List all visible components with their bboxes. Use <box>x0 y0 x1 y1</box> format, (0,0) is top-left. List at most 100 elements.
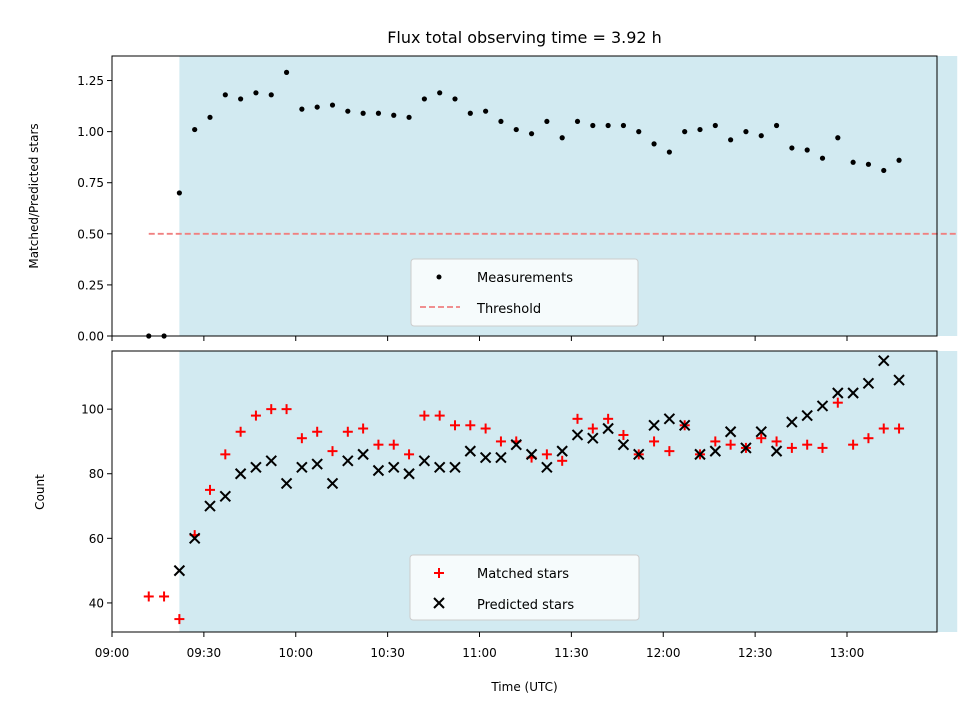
matched-star-point <box>404 449 415 460</box>
measurement-point <box>819 155 826 161</box>
measurement-point <box>773 122 780 129</box>
predicted-star-point <box>449 461 461 473</box>
matched-star-point <box>327 446 338 457</box>
predicted-star-point <box>724 426 737 438</box>
legend-predicted-marker <box>433 597 445 609</box>
predicted-star-point <box>388 461 400 473</box>
predicted-star-point <box>786 416 798 428</box>
matched-star-point <box>480 423 491 434</box>
predicted-star-point <box>311 458 323 470</box>
y-tick-label: 0.00 <box>77 330 104 344</box>
predicted-star-point <box>464 445 477 457</box>
matched-star-point <box>465 420 476 431</box>
predicted-star-point <box>633 448 645 461</box>
predicted-star-point <box>433 461 446 473</box>
bottom-y-axis-label: Count <box>33 474 47 510</box>
predicted-star-point <box>280 477 293 490</box>
predicted-star-point <box>740 442 752 454</box>
measurement-point <box>283 69 290 75</box>
predicted-star-point <box>204 500 216 512</box>
measurement-point <box>314 104 320 110</box>
predicted-star-point <box>770 445 783 457</box>
x-tick-label: 11:00 <box>462 646 497 660</box>
matched-star-point <box>557 455 568 466</box>
matched-star-point <box>848 439 859 450</box>
matched-star-point <box>312 426 323 437</box>
measurement-point <box>804 147 810 153</box>
matched-star-point <box>250 410 261 421</box>
predicted-star-point <box>587 432 599 444</box>
predicted-star-point <box>617 438 630 451</box>
predicted-star-point <box>342 455 354 467</box>
predicted-star-point <box>495 451 507 464</box>
predicted-star-point <box>571 429 584 441</box>
measurement-point <box>192 126 198 133</box>
matched-star-point <box>342 426 353 437</box>
matched-star-point <box>235 426 246 437</box>
predicted-star-point <box>234 468 247 480</box>
y-tick-label: 1.25 <box>77 74 104 88</box>
measurement-point <box>467 110 473 116</box>
matched-star-point <box>725 439 736 450</box>
matched-star-point <box>664 446 675 457</box>
matched-star-point <box>786 442 797 453</box>
measurement-point <box>620 122 627 129</box>
predicted-star-point <box>832 387 844 399</box>
matched-star-point <box>603 413 614 424</box>
matched-star-point <box>358 423 369 434</box>
top-legend: Measurements Threshold <box>410 258 639 327</box>
measurement-point <box>528 131 535 137</box>
matched-star-point <box>220 449 231 460</box>
y-tick-label: 100 <box>81 403 104 417</box>
predicted-star-point <box>173 564 186 577</box>
legend-measurements-label: Measurements <box>477 271 573 286</box>
y-tick-label: 80 <box>89 467 104 481</box>
predicted-star-point <box>893 374 905 386</box>
plot-frame <box>111 350 938 633</box>
predicted-star-point <box>816 400 829 412</box>
matched-star-point <box>894 423 905 434</box>
legend-predicted-label: Predicted stars <box>477 598 574 613</box>
matched-star-point <box>587 423 598 434</box>
measurement-point <box>345 108 351 114</box>
predicted-star-point <box>541 461 553 473</box>
predicted-star-point <box>250 461 262 473</box>
measurement-point <box>666 149 672 155</box>
measurement-point <box>605 122 611 129</box>
measurement-point <box>850 159 856 165</box>
x-tick-label: 12:00 <box>646 646 681 660</box>
measurement-point <box>299 106 305 112</box>
measurement-point <box>574 118 581 125</box>
predicted-star-point <box>265 455 277 467</box>
predicted-star-point <box>847 387 859 399</box>
measurement-point <box>391 112 397 118</box>
matched-star-point <box>832 397 843 408</box>
predicted-star-point <box>556 445 568 457</box>
matched-star-point <box>419 410 430 421</box>
matched-star-point <box>388 439 399 450</box>
matched-star-point <box>710 436 721 447</box>
measurement-point <box>697 126 703 133</box>
predicted-star-point <box>296 461 308 473</box>
predicted-star-point <box>372 464 385 477</box>
measurement-point <box>421 96 427 102</box>
x-tick-label: 13:00 <box>830 646 865 660</box>
matched-star-point <box>373 439 384 450</box>
matched-star-point <box>266 404 277 415</box>
predicted-star-point <box>510 438 522 451</box>
predicted-star-point <box>479 451 492 464</box>
y-tick-label: 1.00 <box>77 125 104 139</box>
matched-star-point <box>205 484 215 495</box>
matched-star-point <box>802 439 813 450</box>
legend-measurements-marker <box>436 274 442 280</box>
predicted-star-point <box>525 448 538 461</box>
measurement-point <box>865 161 872 167</box>
bottom-legend-box <box>409 554 640 621</box>
x-tick-label: 10:30 <box>370 646 405 660</box>
predicted-star-point <box>862 377 875 390</box>
matched-star-point <box>434 410 445 421</box>
measurement-point <box>758 133 764 139</box>
predicted-star-point <box>801 409 813 422</box>
measurement-point <box>268 92 274 98</box>
